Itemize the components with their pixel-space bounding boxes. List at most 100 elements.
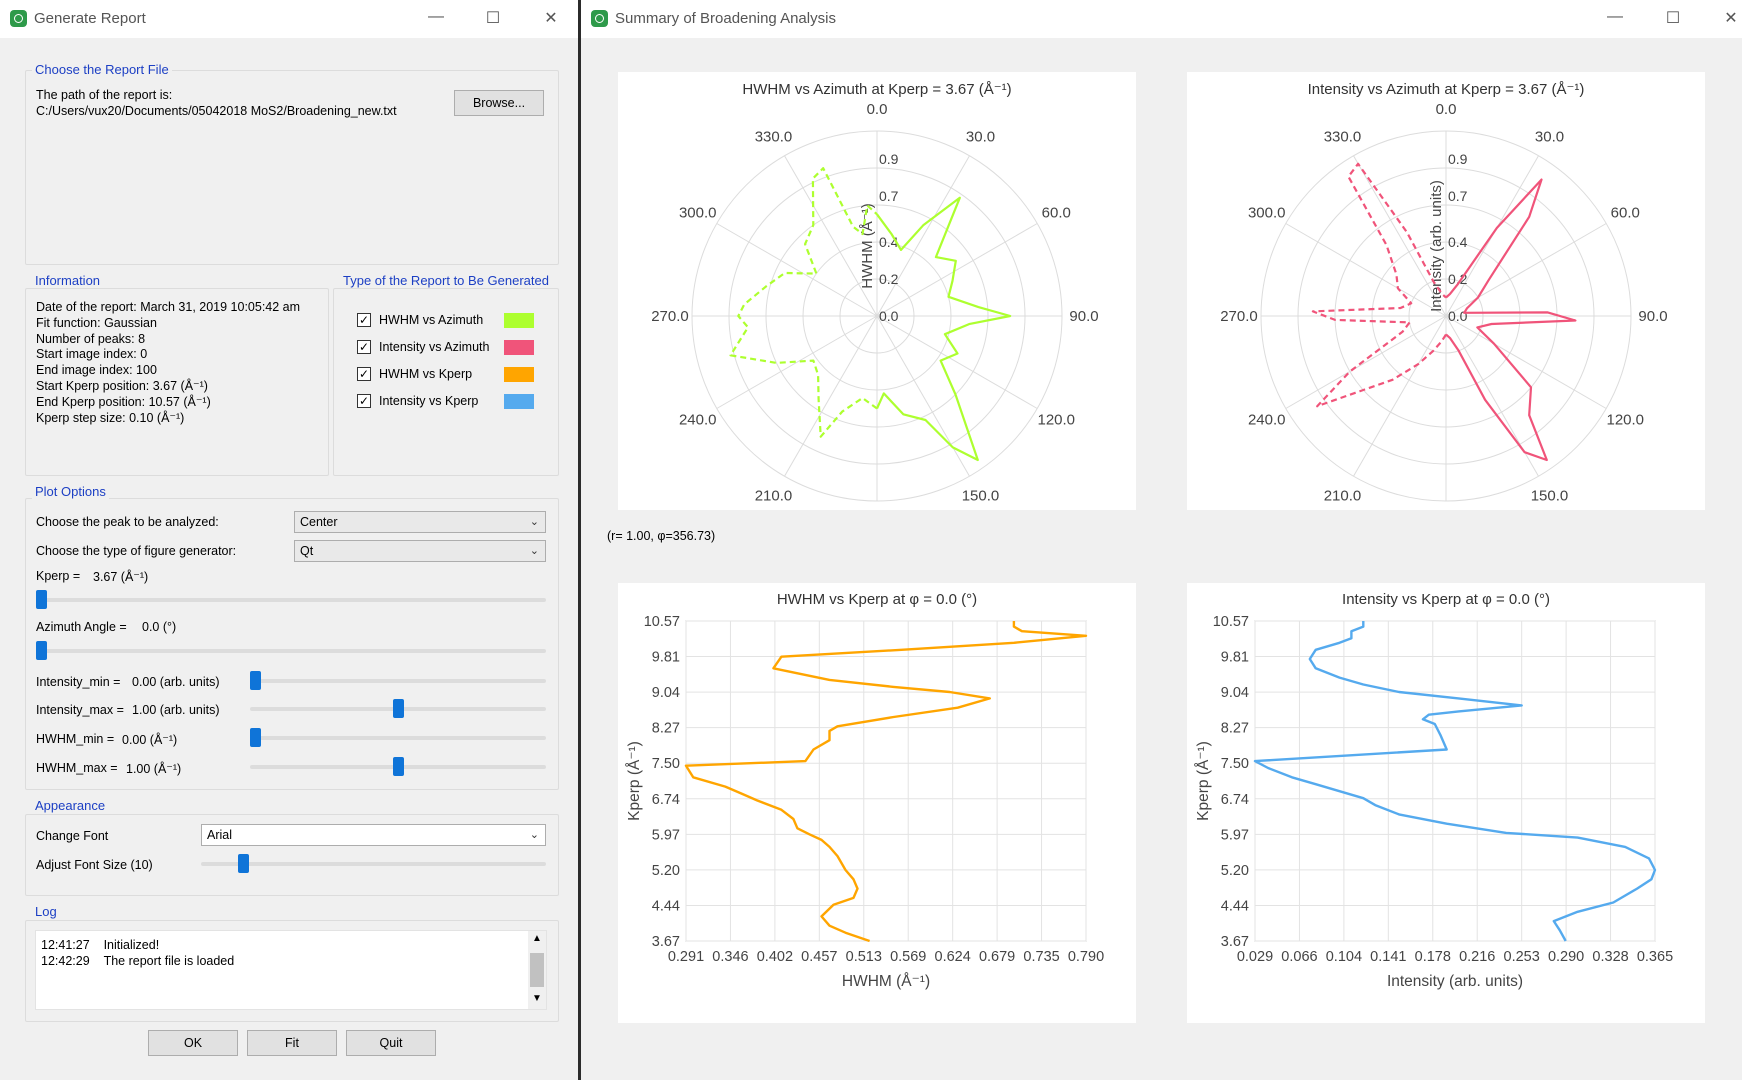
report-path-value: C:/Users/vux20/Documents/05042018 MoS2/B…: [36, 104, 397, 118]
maximize-icon[interactable]: ☐: [485, 10, 501, 27]
chart-hwhm-kperp: HWHM vs Kperp at φ = 0.0 (°) 0.291 0.346 0…: [618, 583, 1136, 1023]
plot-options-group: [25, 498, 559, 790]
polar-plot-hwhm[interactable]: 0.030.060.090.0120.0150.0180.0210.0240.0…: [618, 72, 1136, 532]
swatch-intensity-azimuth: [504, 340, 534, 355]
log-scrollbar[interactable]: ▲ ▼: [528, 931, 546, 1009]
swatch-intensity-kperp: [504, 394, 534, 409]
radial-tick-label: 0.4: [1448, 234, 1468, 250]
y-tick-label: 7.50: [1221, 756, 1249, 772]
font-label: Change Font: [36, 829, 109, 843]
axis-label: HWHM (Å⁻¹): [859, 203, 876, 288]
radial-tick-label: 0.2: [1448, 271, 1468, 287]
imin-value: 0.00 (arb. units): [132, 675, 220, 689]
report-file-group-title: Choose the Report File: [32, 62, 172, 77]
minimize-icon[interactable]: —: [1607, 8, 1623, 25]
angle-tick-label: 300.0: [1248, 205, 1286, 222]
y-axis-label: Kperp (Å⁻¹): [626, 741, 643, 821]
angle-tick-label: 60.0: [1042, 205, 1071, 222]
x-tick-label: 0.735: [1023, 949, 1059, 965]
chart-intensity-kperp: Intensity vs Kperp at φ = 0.0 (°) 0.029 0…: [1187, 583, 1705, 1023]
angle-tick-label: 240.0: [679, 412, 717, 429]
font-select[interactable]: Arial ⌄: [201, 824, 546, 846]
azimuth-slider-handle[interactable]: [36, 641, 47, 660]
x-tick-label: 0.141: [1370, 949, 1406, 965]
angle-tick-label: 330.0: [755, 129, 793, 146]
y-tick-label: 5.97: [1221, 827, 1249, 843]
series-line: [1311, 162, 1447, 408]
y-tick-label: 8.27: [1221, 721, 1249, 737]
angle-tick-label: 60.0: [1611, 205, 1640, 222]
ok-button[interactable]: OK: [148, 1030, 238, 1056]
minimize-icon[interactable]: —: [428, 8, 444, 25]
checkbox-intensity-azimuth[interactable]: ✓: [357, 340, 371, 354]
close-icon[interactable]: ✕: [1724, 10, 1738, 27]
info-date: Date of the report: March 31, 2019 10:05…: [36, 300, 301, 314]
peak-select[interactable]: Center ⌄: [294, 511, 546, 533]
scroll-down-icon[interactable]: ▼: [532, 993, 542, 1004]
scroll-thumb[interactable]: [530, 953, 544, 987]
scroll-up-icon[interactable]: ▲: [532, 933, 542, 944]
browse-button[interactable]: Browse...: [454, 90, 544, 116]
log-textbox[interactable]: 12:41:27 Initialized! 12:42:29 The repor…: [35, 930, 547, 1010]
angle-tick-label: 150.0: [962, 487, 1000, 504]
quit-button[interactable]: Quit: [346, 1030, 436, 1056]
hmin-slider-handle[interactable]: [250, 728, 261, 747]
series-line: [684, 621, 1088, 943]
hmax-value: 1.00 (Å⁻¹): [126, 762, 182, 776]
kperp-slider-track[interactable]: [36, 598, 546, 602]
font-select-value: Arial: [207, 828, 233, 842]
axis-label: Intensity (arb. units): [1428, 180, 1445, 312]
line-plot-intensity[interactable]: 0.029 0.066 0.104 0.141 0.178 0.216 0.253 0.290…: [1187, 583, 1705, 1023]
font-size-slider-handle[interactable]: [237, 854, 249, 873]
maximize-icon[interactable]: ☐: [1665, 10, 1681, 27]
close-icon[interactable]: ✕: [544, 10, 558, 27]
checkbox-intensity-kperp[interactable]: ✓: [357, 394, 371, 408]
y-tick-label: 10.57: [1213, 614, 1249, 630]
series-line: [1445, 178, 1577, 462]
x-tick-label: 0.328: [1592, 949, 1628, 965]
y-tick-label: 9.04: [1221, 685, 1249, 701]
information-group-title: Information: [32, 273, 104, 288]
y-tick-label: 6.74: [652, 792, 680, 808]
font-size-slider-track[interactable]: [201, 862, 546, 866]
line-plot-hwhm[interactable]: 0.291 0.346 0.402 0.457 0.513 0.569 0.624 0.679…: [618, 583, 1136, 1023]
polar-grid-spoke: [1445, 223, 1607, 317]
fit-button[interactable]: Fit: [247, 1030, 337, 1056]
y-tick-label: 5.20: [652, 863, 680, 879]
imin-slider-handle[interactable]: [250, 671, 261, 690]
polar-grid-spoke: [716, 315, 878, 409]
info-start-index: Start image index: 0: [36, 347, 148, 362]
polar-grid-spoke: [784, 155, 878, 317]
plot-frame: [685, 620, 1087, 942]
series-line: [875, 196, 1012, 462]
generator-select[interactable]: Qt ⌄: [294, 540, 546, 562]
checkbox-hwhm-azimuth[interactable]: ✓: [357, 313, 371, 327]
peak-label: Choose the peak to be analyzed:: [36, 515, 219, 529]
appearance-group-title: Appearance: [32, 798, 109, 813]
right-title-bar[interactable]: Summary of Broadening Analysis — ☐ ✕: [581, 0, 1742, 38]
imax-slider-handle[interactable]: [392, 699, 404, 718]
log-message: The report file is loaded: [103, 954, 235, 968]
polar-grid-spoke: [876, 223, 1038, 317]
left-title-bar[interactable]: Generate Report — ☐ ✕: [0, 0, 578, 38]
y-tick-label: 9.81: [1221, 650, 1249, 666]
hmin-slider-track[interactable]: [250, 736, 546, 740]
y-tick-label: 5.97: [652, 827, 680, 843]
angle-tick-label: 30.0: [966, 129, 995, 146]
polar-plot-intensity[interactable]: 0.030.060.090.0120.0150.0180.0210.0240.0…: [1187, 72, 1705, 532]
angle-tick-label: 0.0: [867, 101, 888, 118]
hmax-slider-handle[interactable]: [392, 757, 404, 776]
generator-select-value: Qt: [300, 544, 314, 558]
radial-tick-label: 0.9: [1448, 151, 1468, 167]
x-tick-label: 0.402: [757, 949, 793, 965]
imin-slider-track[interactable]: [250, 679, 546, 683]
radial-tick-label: 0.0: [1448, 308, 1468, 324]
report-path-label: The path of the report is:: [36, 88, 173, 102]
kperp-label: Kperp =: [36, 569, 81, 583]
kperp-slider-handle[interactable]: [36, 590, 47, 609]
summary-window: Summary of Broadening Analysis — ☐ ✕ HWH…: [581, 0, 1742, 1080]
checkbox-hwhm-kperp[interactable]: ✓: [357, 367, 371, 381]
angle-tick-label: 240.0: [1248, 412, 1286, 429]
azimuth-slider-track[interactable]: [36, 649, 546, 653]
polar-grid-spoke: [1353, 315, 1447, 477]
